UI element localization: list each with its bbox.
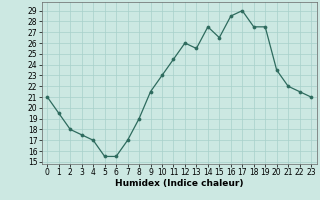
X-axis label: Humidex (Indice chaleur): Humidex (Indice chaleur) (115, 179, 244, 188)
